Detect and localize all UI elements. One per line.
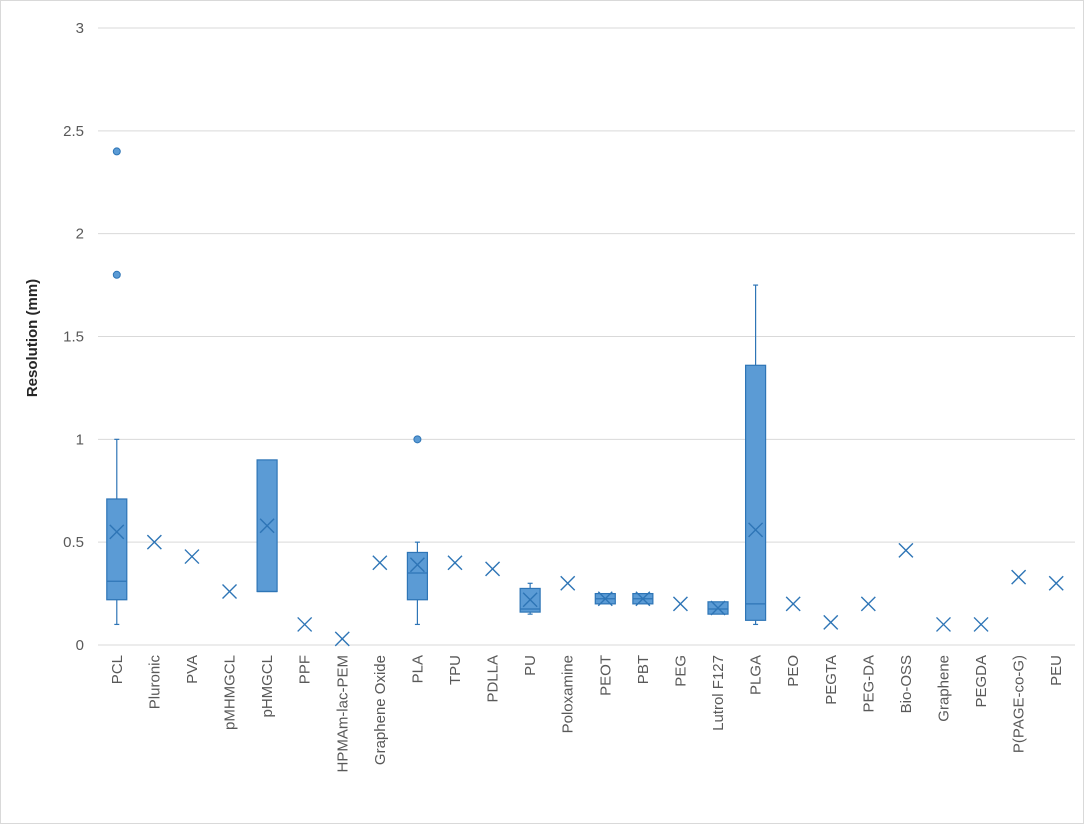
mean-marker <box>748 522 764 538</box>
x-tick-label: HPMAm-lac-PEM <box>334 655 351 773</box>
outlier-point <box>112 147 121 156</box>
box-phmgcl <box>256 459 278 593</box>
boxes <box>106 147 1064 647</box>
box-tpu <box>447 555 463 571</box>
x-tick-label: PEG <box>672 655 689 687</box>
x-tick-label: PCL <box>109 655 126 684</box>
box-pmhmgcl <box>222 584 238 600</box>
box-peg-da <box>860 596 876 612</box>
box-pva <box>184 549 200 565</box>
mean-marker <box>672 596 688 612</box>
x-tick-label: pMHMGCL <box>222 655 239 730</box>
x-axis-ticks: PCL Pluronic PVA pMHMGCL pHMGCL PPF HPMAm-lac-… <box>109 655 1065 773</box>
x-tick-label: Pluronic <box>146 655 163 710</box>
mean-marker <box>823 614 839 630</box>
box-peot <box>594 591 616 607</box>
mean-marker <box>1048 575 1064 591</box>
box-peu <box>1048 575 1064 591</box>
box-poloxamine <box>560 575 576 591</box>
y-tick-label: 3 <box>76 20 84 37</box>
mean-marker <box>485 561 501 577</box>
box-pcl <box>106 147 128 626</box>
box-iqr <box>106 498 128 601</box>
mean-marker <box>372 555 388 571</box>
box-graphene <box>935 616 951 632</box>
x-tick-label: PBT <box>635 655 652 684</box>
y-tick-label: 1 <box>76 431 84 448</box>
x-tick-label: PEO <box>785 655 802 687</box>
mean-marker <box>560 575 576 591</box>
mean-marker <box>898 542 914 558</box>
x-tick-label: Bio-OSS <box>898 655 915 713</box>
box-bio-oss <box>898 542 914 558</box>
box-pegta <box>823 614 839 630</box>
x-tick-label: Lutrol F127 <box>710 655 727 731</box>
y-tick-label: 0 <box>76 637 84 654</box>
x-tick-label: PLGA <box>748 655 765 695</box>
mean-marker <box>409 557 425 573</box>
box-pegda <box>973 616 989 632</box>
box-lutrol-f127 <box>707 600 729 616</box>
x-tick-label: pHMGCL <box>259 655 276 718</box>
mean-marker <box>297 616 313 632</box>
x-tick-label: PEGTA <box>823 655 840 705</box>
box-peg <box>672 596 688 612</box>
x-tick-label: TPU <box>447 655 464 685</box>
mean-marker <box>1011 569 1027 585</box>
gridlines <box>98 27 1075 646</box>
box-ppf <box>297 616 313 632</box>
mean-marker <box>184 549 200 565</box>
x-tick-label: PEG-DA <box>860 655 877 713</box>
mean-marker <box>447 555 463 571</box>
x-tick-label: PEOT <box>597 655 614 696</box>
y-axis-ticks: 0 0.5 1 1.5 2 2.5 3 <box>63 20 84 654</box>
box-peo <box>785 596 801 612</box>
y-axis-label: Resolution (mm) <box>24 279 41 397</box>
box-pbt <box>632 591 654 607</box>
mean-marker <box>785 596 801 612</box>
box-pu <box>519 582 541 615</box>
box-pla <box>406 435 429 626</box>
x-tick-label: PPF <box>297 655 314 684</box>
x-tick-label: PEGDA <box>973 655 990 708</box>
x-tick-label: Poloxamine <box>560 655 577 733</box>
y-tick-label: 2.5 <box>63 123 84 140</box>
mean-marker <box>710 600 726 616</box>
mean-marker <box>522 592 538 608</box>
mean-marker <box>259 518 275 534</box>
box-pluronic <box>146 534 162 550</box>
outlier-point <box>413 435 422 444</box>
x-tick-label: Graphene <box>935 655 952 722</box>
mean-marker <box>597 591 613 607</box>
mean-marker <box>635 591 651 607</box>
x-tick-label: PU <box>522 655 539 676</box>
box-hpmam-lac-pem <box>334 631 350 647</box>
box-pdlla <box>485 561 501 577</box>
mean-marker <box>860 596 876 612</box>
box-plga <box>744 284 767 626</box>
x-tick-label: Graphene Oxide <box>372 655 389 765</box>
mean-marker <box>222 584 238 600</box>
mean-marker <box>973 616 989 632</box>
outlier-point <box>112 270 121 279</box>
x-tick-label: P(PAGE-co-G) <box>1011 655 1028 753</box>
x-tick-label: PLA <box>409 655 426 683</box>
box-graphene-oxide <box>372 555 388 571</box>
box-p-page-co-g- <box>1011 569 1027 585</box>
x-tick-label: PVA <box>184 655 201 684</box>
box-iqr <box>406 551 429 601</box>
y-tick-label: 1.5 <box>63 329 84 346</box>
mean-marker <box>935 616 951 632</box>
mean-marker <box>109 524 125 540</box>
x-tick-label: PDLLA <box>485 655 502 703</box>
mean-marker <box>146 534 162 550</box>
x-tick-label: PEU <box>1048 655 1065 686</box>
y-tick-label: 0.5 <box>63 534 84 551</box>
mean-marker <box>334 631 350 647</box>
y-tick-label: 2 <box>76 226 84 243</box>
box-iqr <box>744 364 767 621</box>
